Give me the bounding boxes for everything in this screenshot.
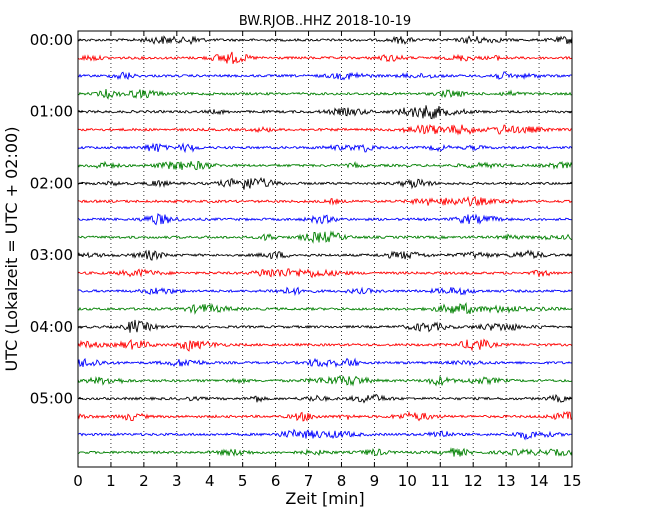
x-tick-label: 3 xyxy=(172,472,182,490)
x-axis-label: Zeit [min] xyxy=(285,489,364,508)
trace-20 xyxy=(77,393,573,404)
trace-8 xyxy=(77,177,573,190)
x-tick-label: 4 xyxy=(205,472,215,490)
y-tick-label: 03:00 xyxy=(30,246,73,264)
x-tick-label: 1 xyxy=(106,472,116,490)
x-tick-label: 8 xyxy=(337,472,347,490)
vertical-gridlines xyxy=(110,31,540,467)
trace-2 xyxy=(77,71,573,81)
y-axis-ticks: 00:00 01:00 02:00 03:00 04:00 05:00 xyxy=(30,31,572,408)
seismic-traces xyxy=(77,35,573,457)
trace-16 xyxy=(77,319,573,333)
y-tick-label: 01:00 xyxy=(30,103,73,121)
trace-10 xyxy=(77,212,573,226)
x-tick-label: 5 xyxy=(238,472,248,490)
trace-23 xyxy=(77,447,573,457)
trace-22 xyxy=(77,428,573,441)
trace-15 xyxy=(77,302,573,315)
trace-1 xyxy=(77,51,573,65)
y-tick-label: 04:00 xyxy=(30,318,73,336)
trace-21 xyxy=(77,410,573,422)
chart-title: BW.RJOB..HHZ 2018-10-19 xyxy=(239,14,411,29)
trace-5 xyxy=(77,124,573,136)
trace-19 xyxy=(77,374,573,387)
x-tick-label: 15 xyxy=(562,472,581,490)
trace-13 xyxy=(77,268,573,279)
x-tick-label: 7 xyxy=(304,472,314,490)
x-tick-label: 13 xyxy=(497,472,516,490)
trace-7 xyxy=(77,160,573,171)
trace-9 xyxy=(77,195,573,207)
x-tick-label: 11 xyxy=(431,472,450,490)
x-tick-label: 9 xyxy=(370,472,380,490)
trace-3 xyxy=(77,89,573,100)
trace-18 xyxy=(77,357,573,368)
x-tick-label: 12 xyxy=(464,472,483,490)
plot-frame xyxy=(77,30,573,468)
y-tick-label: 02:00 xyxy=(30,174,73,192)
trace-6 xyxy=(77,142,573,154)
x-tick-label: 0 xyxy=(73,472,83,490)
y-tick-label: 05:00 xyxy=(30,390,73,408)
trace-4 xyxy=(77,105,573,120)
trace-0 xyxy=(77,35,573,46)
y-tick-label: 00:00 xyxy=(30,31,73,49)
x-tick-label: 2 xyxy=(139,472,149,490)
trace-17 xyxy=(77,338,573,352)
trace-11 xyxy=(77,230,573,244)
x-axis-ticks: 0 1 2 3 4 5 6 7 8 9 10 11 12 13 14 15 xyxy=(73,31,582,490)
x-tick-label: 14 xyxy=(530,472,549,490)
trace-12 xyxy=(77,249,573,261)
x-tick-label: 10 xyxy=(398,472,417,490)
trace-14 xyxy=(77,286,573,297)
y-axis-label: UTC (Lokalzeit = UTC + 02:00) xyxy=(2,127,21,372)
x-tick-label: 6 xyxy=(271,472,281,490)
